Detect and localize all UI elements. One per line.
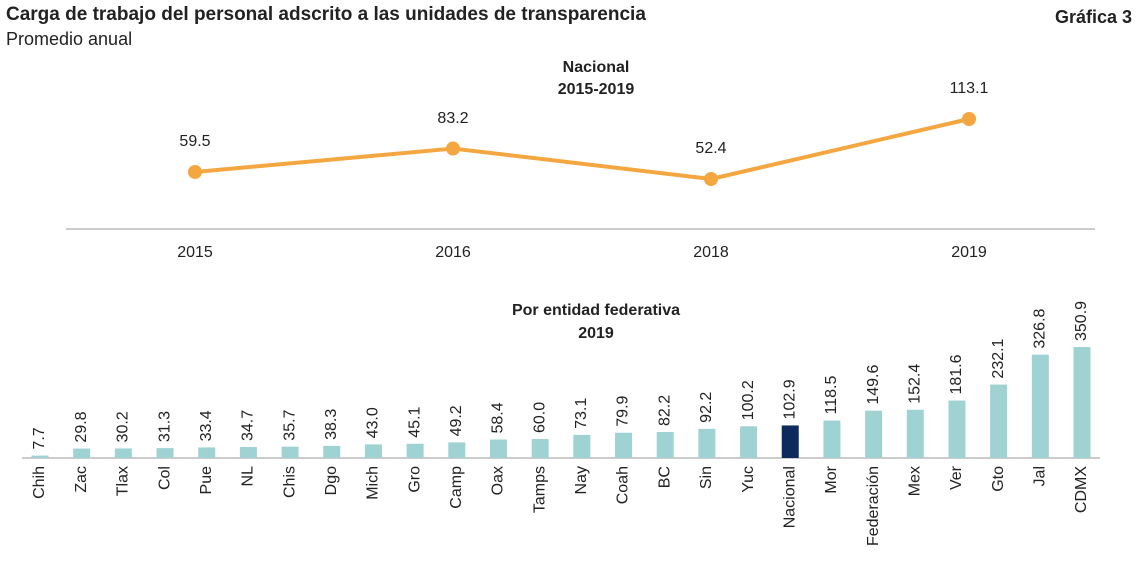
value-label: 152.4 [906,364,923,404]
bar [948,400,966,458]
value-label: 100.2 [740,380,757,420]
bar [239,447,257,458]
x-tick-label: Ver [948,465,965,490]
x-tick-label: Camp [448,466,465,509]
x-tick-label: Mex [906,466,923,496]
x-tick-label: Jal [1032,466,1049,486]
value-label: 30.2 [115,411,132,442]
figure-label: Gráfica 3 [1055,7,1132,27]
value-label: 38.3 [323,409,340,440]
point [704,172,718,186]
x-tick-label: Oax [490,466,507,495]
bar [781,425,799,458]
x-tick-label: 2019 [951,244,987,261]
bar [1031,354,1049,458]
bar [198,447,216,458]
title: Carga de trabajo del personal adscrito a… [6,4,646,25]
value-label: 33.4 [198,410,215,441]
bar [656,431,674,458]
subtitle: Promedio anual [6,29,132,49]
value-label: 83.2 [437,110,468,127]
value-label: 31.3 [156,411,173,442]
value-label: 326.8 [1032,308,1049,348]
value-label: 232.1 [990,338,1007,378]
x-tick-label: Tamps [531,466,548,513]
x-tick-label: Chis [281,466,298,498]
value-label: 102.9 [781,379,798,419]
bar [573,434,591,458]
bar [906,409,924,458]
value-label: 92.2 [698,392,715,423]
x-tick-label: Dgo [323,466,340,495]
bar [615,432,633,458]
value-label: 45.1 [406,406,423,437]
point [446,141,460,156]
bar [823,420,841,458]
bar [364,444,382,458]
bar [323,445,341,458]
value-label: 118.5 [823,376,840,415]
bar [114,448,132,458]
x-tick-label: Coah [615,466,632,504]
bar [1073,347,1091,458]
bar [156,448,174,458]
bar [698,428,716,458]
x-tick-label: Gro [406,466,423,493]
bar [531,439,549,458]
value-label: 149.6 [865,365,882,405]
x-tick-label: CDMX [1073,466,1090,513]
x-tick-label: Zac [73,466,90,493]
value-label: 113.1 [950,80,989,97]
x-tick-label: Gto [990,466,1007,492]
value-label: 181.6 [948,354,965,394]
x-tick-label: 2016 [435,244,471,261]
value-label: 34.7 [240,410,257,441]
x-tick-label: Yuc [740,466,757,493]
value-label: 35.7 [281,409,298,440]
x-tick-label: Federación [865,466,882,546]
value-label: 59.5 [179,133,210,150]
x-tick-label: Col [156,466,173,490]
value-label: 43.0 [365,407,382,438]
x-tick-label: Nacional [781,466,798,528]
bar [31,455,49,458]
line-subtitle: 2015-2019 [558,81,635,98]
x-tick-label: 2018 [693,244,729,261]
bar [865,410,883,458]
value-label: 58.4 [490,402,507,433]
value-label: 29.8 [73,411,90,442]
bar [406,443,424,458]
x-tick-label: Nay [573,466,590,494]
x-tick-label: Pue [198,466,215,495]
x-tick-label: Tlax [115,466,132,496]
x-tick-label: NL [240,466,257,487]
line [194,117,970,181]
bar [489,439,507,458]
x-tick-label: Mor [823,465,840,493]
value-label: 49.2 [448,405,465,436]
value-label: 79.9 [615,395,632,426]
point [188,164,202,179]
value-label: 73.1 [573,398,590,429]
bar [281,446,299,458]
bar [73,448,91,458]
value-label: 52.4 [695,140,726,157]
value-label: 60.0 [531,402,548,433]
x-tick-label: BC [656,466,673,488]
x-tick-label: Chih [31,466,48,499]
bar [990,384,1008,458]
value-label: 350.9 [1073,301,1090,341]
value-label: 7.7 [31,427,48,449]
value-label: 82.2 [656,395,673,426]
line-title: Nacional [563,59,630,76]
point [962,112,976,126]
x-tick-label: Mich [365,466,382,500]
bar [740,426,758,458]
x-tick-label: 2015 [177,244,213,261]
bar [448,442,466,458]
x-tick-label: Sin [698,466,715,489]
bar-title: Por entidad federativa [512,302,680,319]
bar-subtitle: 2019 [578,325,614,342]
